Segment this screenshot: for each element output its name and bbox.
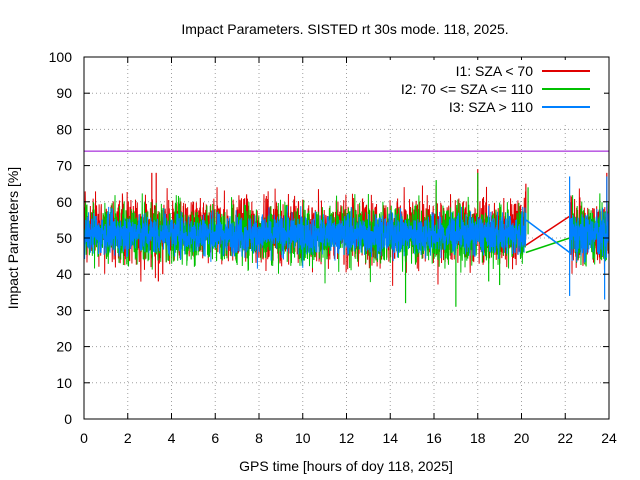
y-tick-label: 40 (56, 266, 72, 282)
x-tick-label: 2 (124, 430, 132, 446)
y-tick-label: 70 (56, 158, 72, 174)
series-gap-line (525, 219, 571, 254)
legend-label-i3: I3: SZA > 110 (449, 99, 533, 115)
legend-label-i2: I2: 70 <= SZA <= 110 (401, 81, 533, 97)
series-line-segment (569, 202, 610, 263)
chart-title: Impact Parameters. SISTED rt 30s mode. 1… (181, 21, 508, 37)
x-tick-label: 6 (211, 430, 219, 446)
x-tick-label: 12 (339, 430, 355, 446)
y-tick-label: 90 (56, 85, 72, 101)
x-tick-label: 10 (295, 430, 311, 446)
series-gap-line (525, 237, 570, 254)
x-tick-label: 8 (255, 430, 263, 446)
x-tick-label: 24 (601, 430, 617, 446)
x-tick-label: 22 (557, 430, 573, 446)
series-i3 (83, 176, 610, 300)
y-tick-label: 60 (56, 194, 72, 210)
legend-label-i1: I1: SZA < 70 (456, 63, 534, 79)
y-tick-label: 30 (56, 302, 72, 318)
y-tick-label: 20 (56, 339, 72, 355)
x-tick-label: 4 (168, 430, 176, 446)
x-tick-label: 14 (382, 430, 398, 446)
y-tick-label: 80 (56, 121, 72, 137)
series-group (83, 169, 610, 307)
legend: I1: SZA < 70 I2: 70 <= SZA <= 110 I3: SZ… (372, 60, 604, 122)
y-tick-label: 100 (49, 49, 73, 65)
y-tick-label: 10 (56, 375, 72, 391)
x-tick-label: 20 (514, 430, 530, 446)
series-line-segment (83, 205, 527, 269)
x-tick-label: 18 (470, 430, 486, 446)
y-axis-label: Impact Parameters [%] (5, 167, 21, 309)
series-gap-line (525, 215, 571, 246)
x-tick-label: 0 (80, 430, 88, 446)
x-axis-label: GPS time [hours of doy 118, 2025] (239, 458, 453, 474)
x-tick-label: 16 (426, 430, 442, 446)
axis-ticks: 0 2 4 6 8 10 12 14 16 18 20 22 240102030405060708090… (49, 49, 617, 446)
y-tick-label: 0 (64, 411, 72, 427)
y-tick-label: 50 (56, 230, 72, 246)
